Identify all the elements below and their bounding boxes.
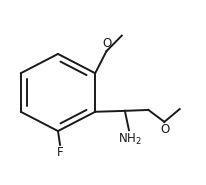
Text: O: O [103, 37, 112, 50]
Text: F: F [57, 146, 63, 159]
Text: NH$_2$: NH$_2$ [118, 132, 142, 147]
Text: O: O [161, 123, 170, 136]
